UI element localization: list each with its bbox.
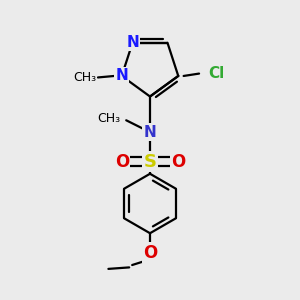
Text: CH₃: CH₃ [73,71,96,84]
Text: O: O [143,244,157,262]
Text: S: S [143,153,157,171]
Text: Cl: Cl [208,66,224,81]
Text: N: N [144,125,156,140]
Text: N: N [126,35,139,50]
Text: CH₃: CH₃ [97,112,120,125]
Text: O: O [171,153,185,171]
Text: O: O [115,153,129,171]
Text: N: N [116,68,128,83]
